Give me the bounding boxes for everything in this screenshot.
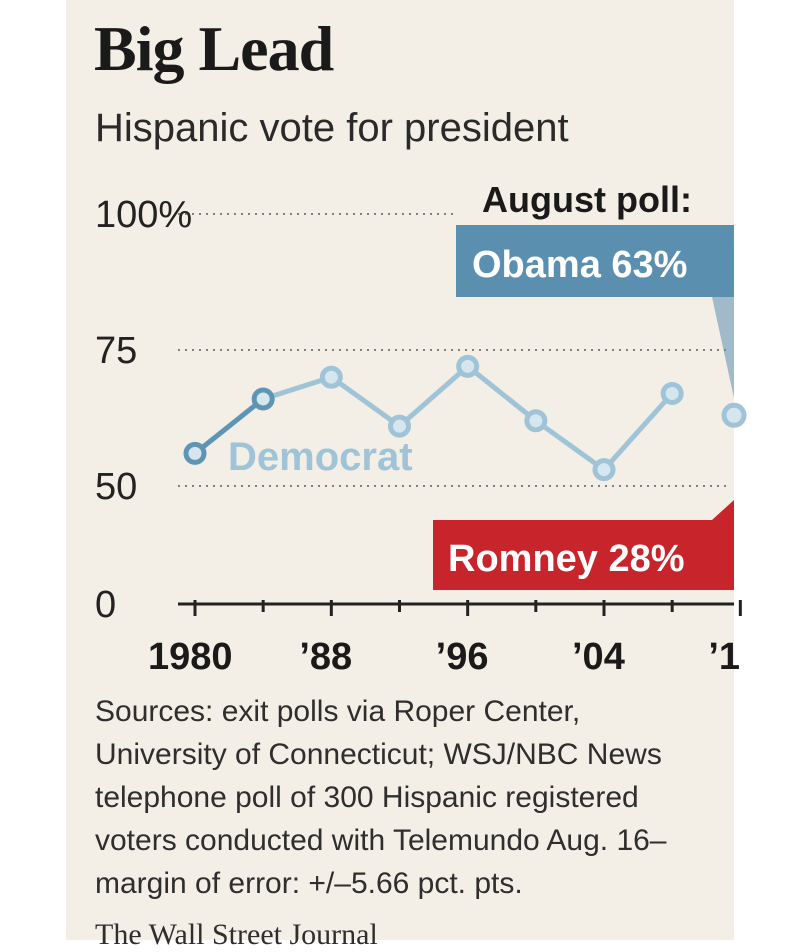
chart-card	[66, 0, 734, 940]
y-tick-label: 0	[95, 584, 116, 626]
democrat-line-segment	[193, 397, 265, 456]
x-tick-label: ’88	[299, 636, 352, 678]
gridlines	[178, 213, 730, 487]
y-tick-label: 50	[95, 466, 137, 508]
annotations: August poll: Obama 63% Romney 28%	[433, 179, 747, 590]
sources-line: University of Connecticut; WSJ/NBC News	[95, 738, 662, 771]
sources-line: Sources: exit polls via Roper Center,	[95, 695, 581, 728]
publisher-credit: The Wall Street Journal	[95, 918, 378, 951]
data-point	[251, 387, 275, 411]
chart-subtitle: Hispanic vote for president	[95, 106, 569, 150]
obama-poll-point	[721, 402, 747, 428]
x-tick-label: 1980	[148, 636, 233, 678]
y-tick-label: 75	[95, 330, 137, 372]
y-tick-label: 100%	[95, 194, 192, 236]
sources-line: margin of error: +/–5.66 pct. pts.	[95, 867, 523, 900]
sources-note: Sources: exit polls via Roper Center, Un…	[95, 690, 735, 905]
data-point	[319, 365, 343, 389]
y-axis: 0 50 75 100%	[95, 194, 192, 626]
data-point	[660, 382, 684, 406]
data-point	[456, 354, 480, 378]
romney-pointer	[712, 500, 734, 520]
chart-title: Big Lead	[94, 13, 334, 84]
data-point	[388, 414, 411, 438]
obama-pointer	[712, 297, 734, 398]
obama-box	[456, 225, 734, 297]
x-axis: 1980 ’88 ’96 ’04 ’1	[148, 600, 742, 678]
series-democrat: Democrat	[183, 354, 684, 482]
data-point	[592, 458, 616, 482]
romney-label: Romney 28%	[448, 538, 685, 580]
x-tick-label: ’04	[572, 636, 625, 678]
x-tick-label: ’1	[708, 636, 740, 678]
data-point	[183, 441, 207, 465]
x-tick-label: ’96	[436, 636, 489, 678]
obama-label: Obama 63%	[472, 244, 687, 286]
sources-line: voters conducted with Telemundo Aug. 16–	[95, 824, 667, 857]
data-point	[524, 409, 548, 433]
romney-box	[433, 520, 734, 590]
sources-line: telephone poll of 300 Hispanic registere…	[95, 781, 639, 814]
series-label-democrat: Democrat	[228, 435, 413, 479]
august-poll-heading: August poll:	[482, 179, 692, 220]
